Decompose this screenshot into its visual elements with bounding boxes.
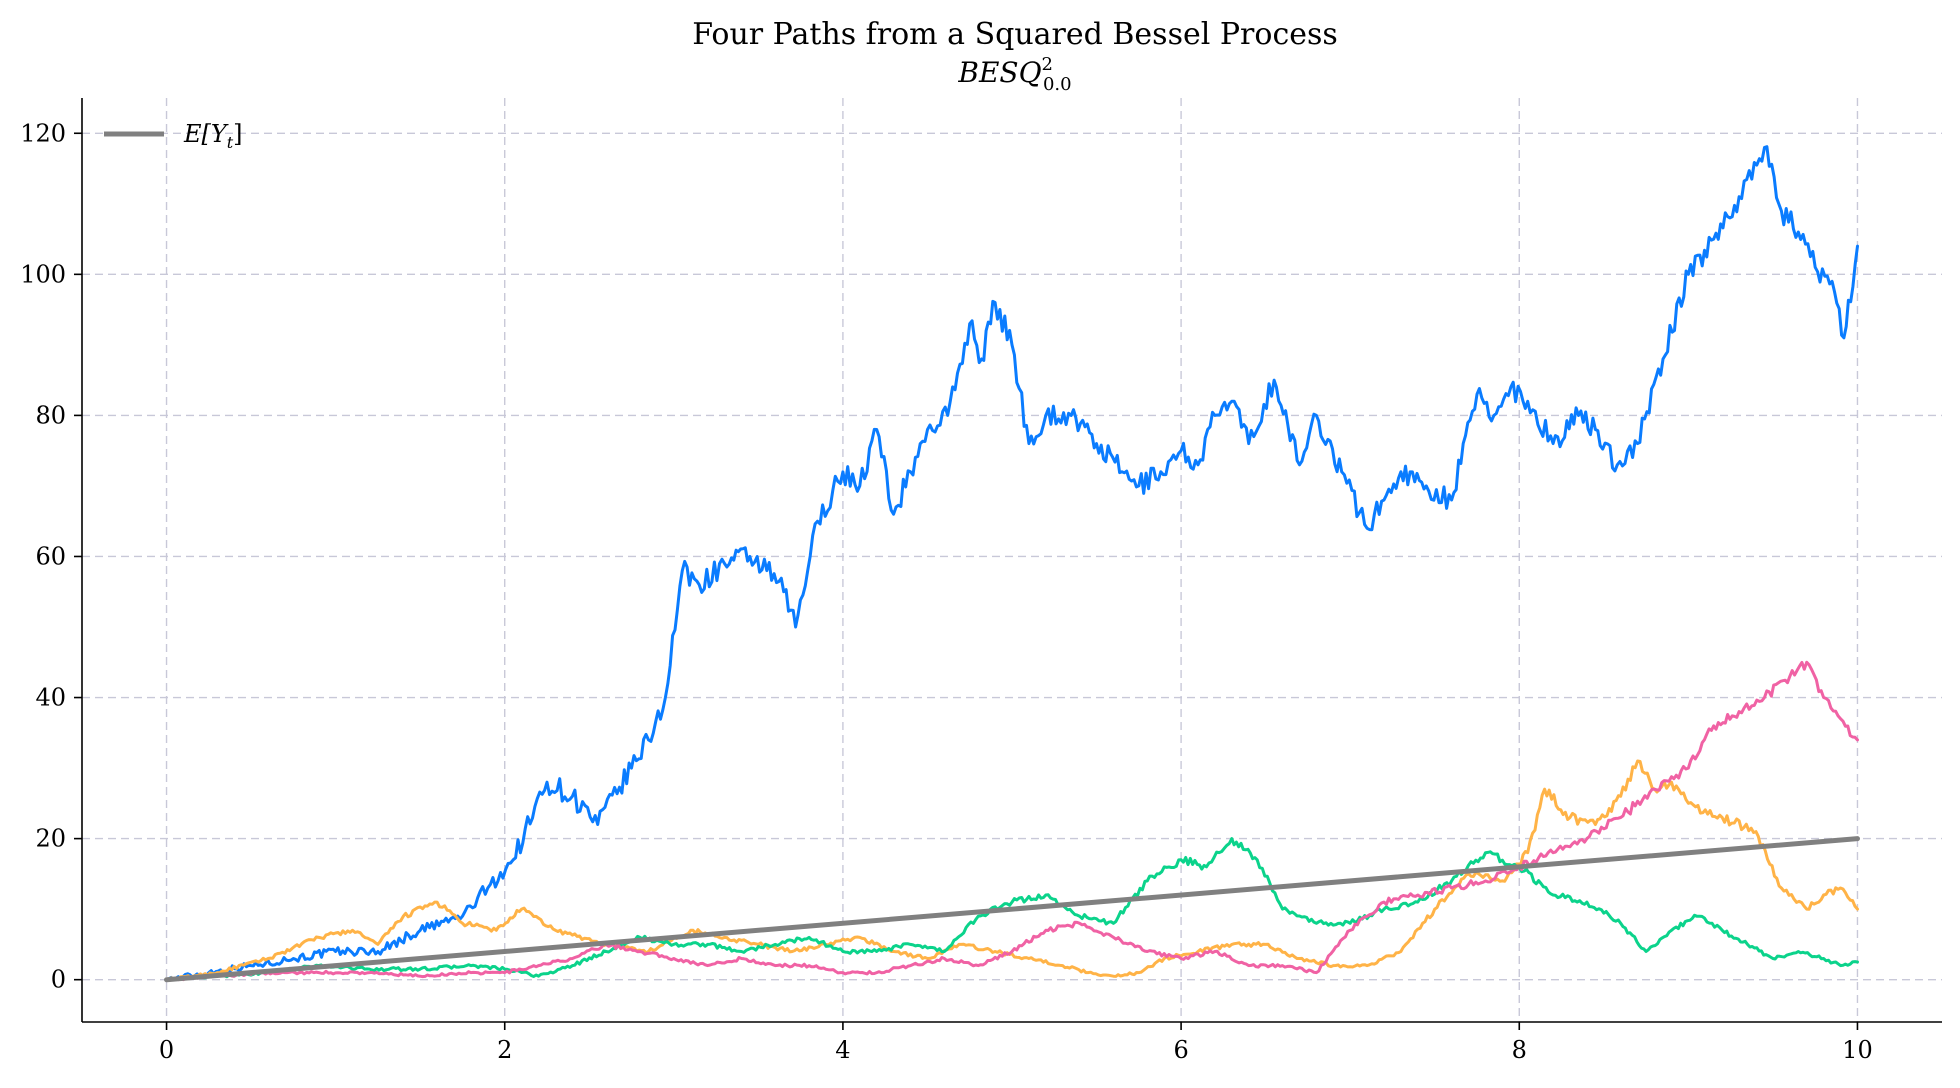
plot-area [164,145,1860,983]
x-tick-label: 10 [1842,1036,1873,1064]
series-line-4 [165,660,1859,982]
legend: E[Yt] [104,120,243,152]
axes [74,98,1942,1030]
series-line-3 [165,837,1859,982]
subtitle-main: BESQ [957,56,1041,89]
legend-label-main: E[Y [183,120,229,148]
series-line-1 [165,145,1859,982]
y-tick-label: 60 [35,542,66,570]
y-tick-label: 80 [35,401,66,429]
chart-title: Four Paths from a Squared Bessel Process [692,17,1338,52]
x-tick-label: 6 [1173,1036,1188,1064]
y-tick-label: 0 [51,966,66,994]
chart-subtitle: BESQ2 0.0 [957,54,1071,95]
y-tick-label: 40 [35,684,66,712]
subtitle-superscript: 2 [1042,54,1053,75]
y-tick-label: 20 [35,825,66,853]
grid [82,98,1942,1022]
subtitle-subscript: 0.0 [1043,74,1072,95]
x-tick-label: 4 [835,1036,850,1064]
legend-label-close: ] [233,120,242,148]
x-tick-label: 8 [1512,1036,1527,1064]
mean-line [164,836,1860,983]
y-tick-label: 100 [20,260,66,288]
x-tick-label: 2 [497,1036,512,1064]
y-tick-label: 120 [20,119,66,147]
series-line-2 [165,759,1859,982]
legend-label-sub: t [227,133,234,152]
x-tick-label: 0 [159,1036,174,1064]
legend-label: E[Yt] [183,120,243,152]
